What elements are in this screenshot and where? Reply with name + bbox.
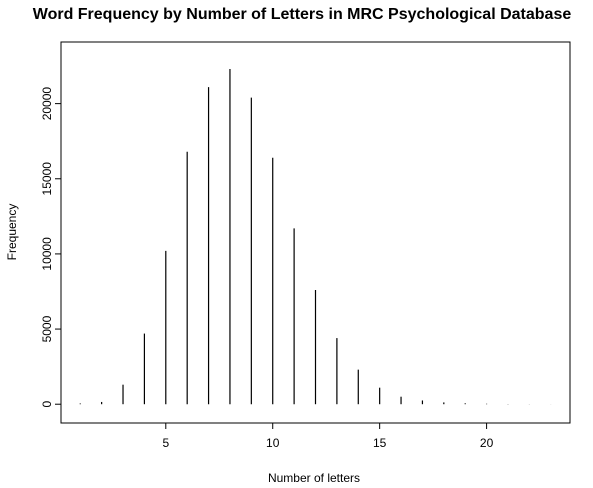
x-tick-label-5: 5 [162,436,169,450]
y-tick-label-20000: 20000 [40,87,54,121]
y-axis-label: Frequency [5,204,19,261]
plot-frame [60,41,571,424]
y-axis: 0 5000 10000 15000 20000 [40,87,61,408]
x-axis-label: Number of letters [268,471,360,485]
chart-title: Word Frequency by Number of Letters in M… [33,6,572,23]
x-tick-label-15: 15 [373,436,387,450]
x-axis: 5 10 15 20 [162,423,494,450]
y-tick-label-5000: 5000 [40,315,54,342]
frequency-spikes [79,69,552,405]
y-tick-label-0: 0 [40,401,54,408]
y-tick-label-15000: 15000 [40,162,54,196]
x-tick-label-20: 20 [480,436,494,450]
y-tick-label-10000: 10000 [40,237,54,271]
x-tick-label-10: 10 [266,436,280,450]
